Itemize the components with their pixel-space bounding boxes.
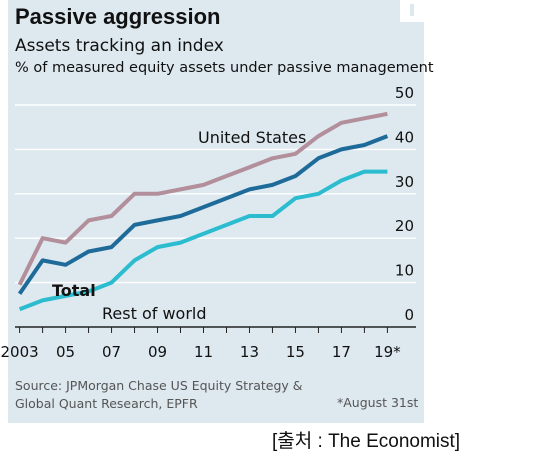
source-line-2: Global Quant Research, EPFR (15, 396, 198, 411)
chart-subtitle: Assets tracking an index (15, 36, 224, 56)
corner-logo-mark (400, 0, 424, 22)
y-tick-label: 10 (395, 262, 414, 280)
x-tick-label: 2003 (1, 343, 39, 361)
y-tick-label: 20 (395, 217, 414, 235)
x-tick-labels: 2003 05 07 09 11 13 15 17 19* (1, 327, 401, 361)
x-tick-label: 17 (332, 343, 351, 361)
credit-text: [출처 : The Economist] (272, 431, 461, 452)
x-tick-label: 19* (374, 343, 401, 361)
series-label-rest-of-world: Rest of world (102, 304, 207, 323)
date-footnote: *August 31st (337, 395, 419, 410)
series-line-united-states (17, 111, 388, 286)
series-lines (17, 111, 389, 312)
series-line-total (17, 134, 389, 295)
series-label-total: Total (52, 281, 96, 300)
chart-panel (8, 0, 424, 423)
x-tick-label: 05 (56, 343, 75, 361)
chart-unit-note: % of measured equity assets under passiv… (15, 60, 434, 76)
source-note: Source: JPMorgan Chase US Equity Strateg… (15, 377, 303, 413)
y-tick-label: 50 (395, 84, 414, 102)
x-tick-label: 07 (102, 343, 121, 361)
source-line-1: Source: JPMorgan Chase US Equity Strateg… (15, 378, 303, 393)
chart-title: Passive aggression (15, 4, 221, 29)
y-tick-labels: 0 10 20 30 40 50 (395, 84, 414, 324)
x-tick-label: 11 (194, 343, 213, 361)
y-tick-label: 0 (404, 306, 414, 324)
series-line-rest-of-world (18, 169, 388, 312)
x-tick-label: 09 (148, 343, 167, 361)
series-label-united-states: United States (198, 128, 306, 147)
x-tick-label: 13 (240, 343, 259, 361)
y-tick-label: 40 (395, 128, 414, 146)
x-tick-label: 15 (286, 343, 305, 361)
y-tick-label: 30 (395, 173, 414, 191)
